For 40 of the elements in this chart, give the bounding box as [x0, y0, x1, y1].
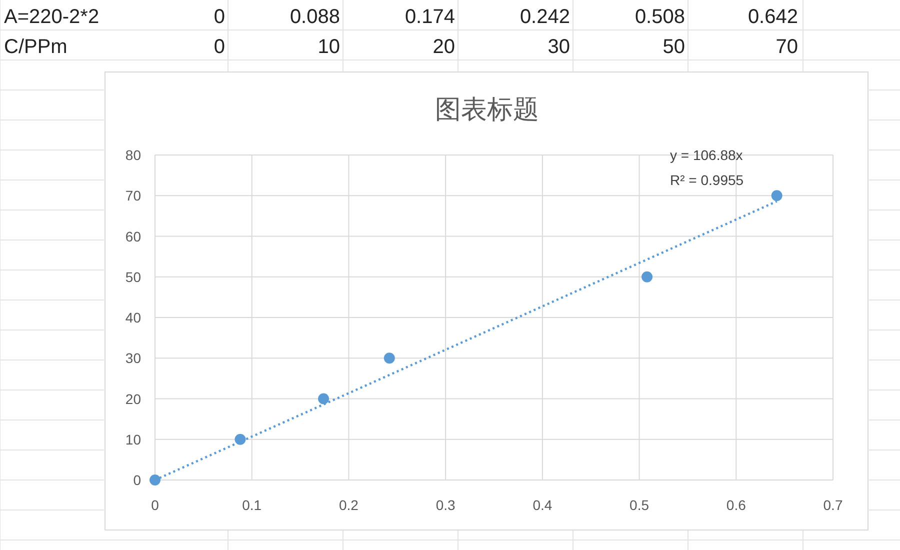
- text: 0.508: [634, 6, 685, 28]
- text: 0.088: [290, 6, 340, 28]
- text: 50: [662, 36, 685, 58]
- text: 10: [318, 36, 340, 58]
- x-tick-label: 0.6: [726, 497, 746, 513]
- text: 0: [214, 6, 225, 28]
- y-tick-label: 10: [125, 431, 142, 448]
- text: 70: [776, 36, 798, 58]
- text: 0.642: [748, 6, 798, 28]
- y-tick-label: 20: [125, 390, 142, 407]
- y-tick-label: 70: [125, 188, 142, 204]
- point: [642, 271, 653, 282]
- x-tick-label: 0.2: [338, 497, 359, 513]
- y-tick-label: 40: [125, 310, 142, 326]
- annotation: y = 106.88x: [670, 147, 743, 163]
- point: [234, 434, 246, 445]
- y-tick-label: 80: [125, 147, 142, 163]
- point: [150, 474, 160, 486]
- y-tick-label: 30: [125, 350, 142, 366]
- x-tick-label: 0.4: [532, 497, 552, 513]
- text: 0.174: [404, 6, 455, 28]
- chart-title: 图表标题: [435, 94, 539, 124]
- x-tick-label: 0.1: [242, 497, 262, 513]
- text: 0.242: [520, 6, 570, 28]
- point: [384, 352, 395, 364]
- x-tick-label: 0: [151, 497, 160, 513]
- x-tick-label: 0.7: [823, 497, 843, 513]
- y-tick-label: 0: [133, 472, 142, 488]
- text: 20: [432, 36, 455, 58]
- point: [771, 190, 782, 202]
- y-tick-label: 60: [125, 228, 142, 244]
- text: C/PPm: [4, 36, 68, 58]
- text: A=220-2*2: [4, 6, 100, 28]
- x-tick-label: 0.5: [630, 497, 650, 513]
- y-tick-label: 50: [125, 268, 142, 285]
- annotation: R² = 0.9955: [670, 172, 744, 188]
- point: [318, 393, 330, 404]
- text: 0: [214, 36, 225, 58]
- text: 30: [548, 36, 570, 58]
- x-tick-label: 0.3: [436, 497, 456, 513]
